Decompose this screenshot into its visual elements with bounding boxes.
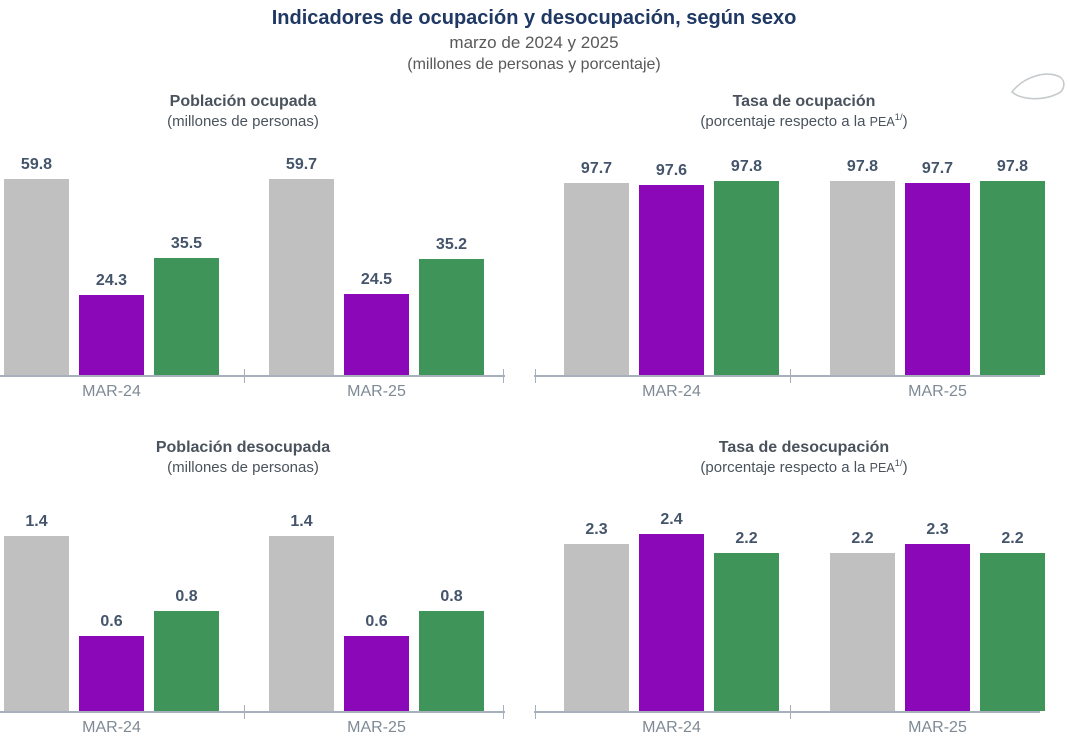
bar-value-label: 2.3 [585, 521, 608, 538]
bar-value-label: 59.8 [20, 156, 53, 173]
bar [830, 553, 895, 711]
chart-ocupada-title: Población ocupada [169, 93, 317, 110]
chart-desocupada-header: Población desocupada (millones de person… [0, 438, 486, 478]
category-label: MAR-25 [908, 719, 967, 736]
plot-ocupada: 59.8 24.3 35.5 MAR-24 59.7 24.5 35.2 MAR-25 [0, 145, 505, 400]
category-label: MAR-25 [908, 383, 967, 400]
bar [269, 536, 334, 711]
bar-value-label: 97.8 [730, 158, 763, 175]
page-title: Indicadores de ocupación y desocupación,… [271, 7, 797, 29]
plot-tasa-ocupacion: 97.7 97.6 97.8 MAR-24 97.8 97.7 97.8 MAR-25 [534, 145, 1045, 400]
bar [4, 179, 69, 375]
bar-value-label: 97.8 [996, 158, 1029, 175]
bar-value-label: 24.5 [360, 271, 393, 288]
bar-value-label: 0.8 [440, 588, 463, 605]
category-label: MAR-25 [347, 383, 406, 400]
bar [344, 636, 409, 711]
axis-tick [244, 705, 245, 719]
chart-desocupada-subtitle: (millones de personas) [167, 459, 319, 476]
chart-tasa-ocupacion-header: Tasa de ocupación (porcentaje respecto a… [536, 92, 1068, 132]
bar [154, 611, 219, 711]
bar-value-label: 0.6 [100, 613, 123, 630]
axis-tick [503, 369, 504, 383]
bar [830, 181, 895, 375]
chart-tasa-desocupacion-title: Tasa de desocupación [718, 439, 890, 456]
chart-tasa-ocupacion-title: Tasa de ocupación [732, 93, 876, 110]
chart-tasa-ocupacion-subtitle: (porcentaje respecto a la PEA1/) [700, 112, 908, 130]
page-subtitle: marzo de 2024 y 2025 [449, 33, 619, 52]
chart-ocupada-header: Población ocupada (millones de personas) [0, 92, 486, 132]
bar [714, 553, 779, 711]
chart-ocupada-subtitle: (millones de personas) [167, 113, 319, 130]
axis-tick [535, 705, 536, 719]
chart-tasa-desocupacion-subtitle: (porcentaje respecto a la PEA1/) [700, 458, 908, 476]
bar [564, 183, 629, 375]
bar [980, 553, 1045, 711]
bar-value-label: 1.4 [290, 513, 313, 530]
category-label: MAR-24 [82, 719, 141, 736]
axis-tick [535, 369, 536, 383]
bar [269, 179, 334, 375]
bar [344, 294, 409, 375]
bar-value-label: 2.3 [926, 521, 949, 538]
bar-value-label: 35.2 [435, 236, 468, 253]
page-units-note: (millones de personas y porcentaje) [407, 56, 661, 73]
bar-value-label: 97.7 [921, 160, 954, 177]
category-label: MAR-24 [642, 383, 701, 400]
bar-value-label: 0.8 [175, 588, 198, 605]
bar [4, 536, 69, 711]
chart-tasa-desocupacion-header: Tasa de desocupación (porcentaje respect… [536, 438, 1068, 478]
bar [419, 611, 484, 711]
bar-value-label: 97.8 [846, 158, 879, 175]
bar [639, 534, 704, 711]
bar-value-label: 24.3 [95, 272, 128, 289]
category-label: MAR-24 [642, 719, 701, 736]
plot-desocupada: 1.4 0.6 0.8 MAR-24 1.4 0.6 0.8 MAR-25 [0, 511, 505, 736]
bar [905, 544, 970, 711]
bar-value-label: 59.7 [285, 156, 318, 173]
bar [980, 181, 1045, 375]
bar-value-label: 2.2 [1001, 530, 1024, 547]
bar [79, 295, 144, 375]
bar-value-label: 2.4 [660, 511, 683, 528]
page-curl-swoosh-icon [1010, 73, 1065, 100]
bar [714, 181, 779, 375]
bar [639, 185, 704, 375]
category-label: MAR-25 [347, 719, 406, 736]
bar-value-label: 2.2 [851, 530, 874, 547]
bar-value-label: 35.5 [170, 235, 203, 252]
bar [564, 544, 629, 711]
bar-value-label: 97.6 [655, 162, 688, 179]
bar [419, 259, 484, 375]
bar [79, 636, 144, 711]
axis-tick [244, 369, 245, 383]
chart-desocupada-title: Población desocupada [155, 439, 331, 456]
plot-tasa-desocupacion: 2.3 2.4 2.2 MAR-24 2.2 2.3 2.2 MAR-25 [534, 511, 1045, 736]
bar [154, 258, 219, 375]
bar-value-label: 97.7 [580, 160, 613, 177]
bar-value-label: 2.2 [735, 530, 758, 547]
category-label: MAR-24 [82, 383, 141, 400]
axis-tick [790, 369, 791, 383]
bar-value-label: 0.6 [365, 613, 388, 630]
axis-tick [503, 705, 504, 719]
axis-tick [790, 705, 791, 719]
bar-value-label: 1.4 [25, 513, 48, 530]
bar [905, 183, 970, 375]
